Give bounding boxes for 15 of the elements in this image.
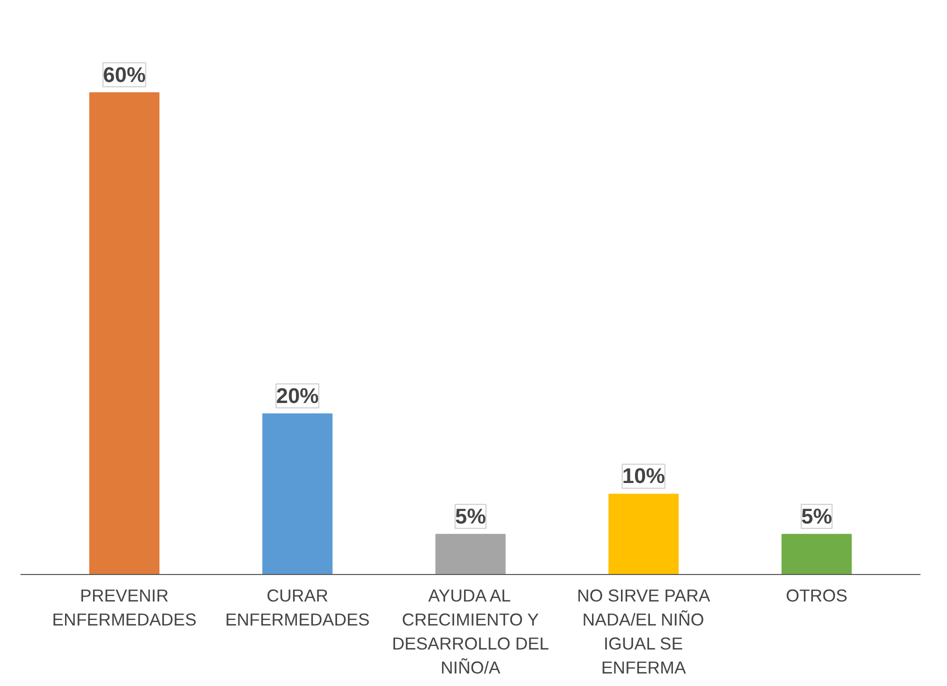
x-tick-label: OTROS [786,586,848,606]
data-label: 10% [622,464,665,488]
x-tick-label: AYUDA AL CRECIMIENTO Y DESARROLLO DEL NIÑO/A [392,586,550,678]
data-label: 5% [455,504,486,528]
x-tick-label: PREVENIR ENFERMEDADES [52,586,197,630]
data-label: 5% [801,504,832,528]
bar [262,413,333,574]
bar [89,92,160,574]
x-tick-label: NO SIRVE PARA NADA/EL NIÑO IGUAL SE ENFERMA [576,586,711,678]
bar [608,494,679,574]
bar [782,534,852,574]
data-label: 60% [103,62,146,87]
data-label: 20% [276,384,319,408]
bar [435,534,506,574]
x-tick-label: CURAR ENFERMEDADES [225,586,370,630]
